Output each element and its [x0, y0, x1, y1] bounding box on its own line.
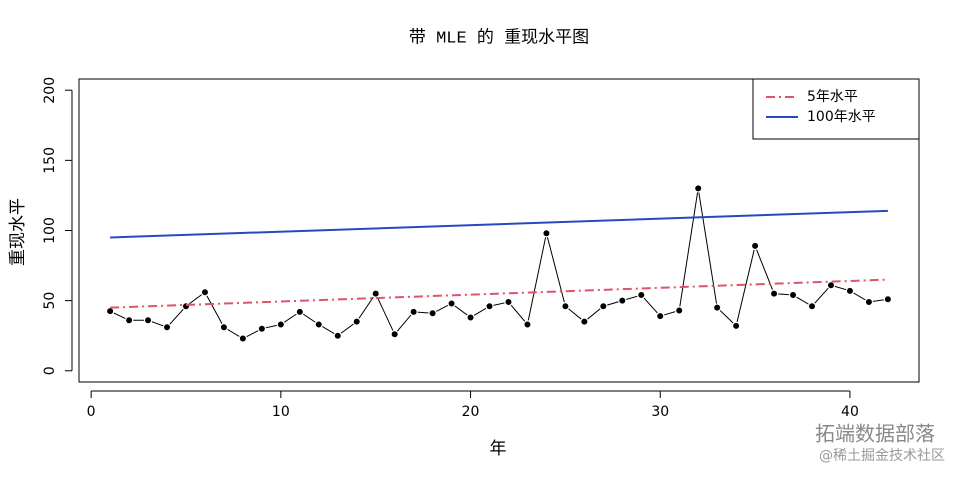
data-point [599, 302, 608, 311]
watermark: @稀土掘金技术社区 [819, 448, 945, 464]
y-tick-label: 200 [42, 77, 58, 104]
data-point [864, 297, 874, 307]
data-point [561, 302, 570, 311]
data-point [466, 313, 475, 322]
x-tick-label: 10 [272, 404, 290, 420]
data-point [637, 290, 646, 300]
data-point [788, 290, 798, 300]
data-point [352, 317, 361, 326]
data-point [428, 309, 437, 318]
data-point [731, 321, 741, 331]
y-tick-label: 50 [42, 292, 58, 310]
y-tick-label: 150 [42, 147, 58, 174]
data-point [105, 306, 115, 316]
data-point [181, 302, 191, 311]
data-point [504, 297, 513, 307]
legend-label: 5年水平 [807, 89, 858, 105]
plot-frame [78, 78, 920, 383]
legend-label: 100年水平 [807, 109, 876, 125]
data-point [390, 330, 399, 339]
data-point [314, 320, 323, 329]
data-point [124, 316, 134, 325]
data-point [675, 306, 684, 315]
data-point [883, 295, 893, 304]
watermark: 拓端数据部落 [815, 422, 935, 446]
data-point [200, 288, 210, 297]
data-point [845, 286, 855, 296]
data-point [409, 307, 418, 317]
data-point [143, 316, 153, 325]
x-axis-label: 年 [490, 439, 507, 459]
data-point [295, 307, 305, 317]
data-point [371, 289, 380, 298]
series-line [110, 278, 888, 309]
data-point [542, 229, 551, 238]
x-tick-label: 40 [841, 404, 859, 420]
data-point [257, 324, 267, 333]
data-point [750, 241, 760, 251]
data-point [618, 296, 627, 305]
y-tick-label: 0 [42, 366, 58, 375]
chart-title: 带 MLE 的 重现水平图 [409, 27, 589, 48]
x-tick-label: 30 [651, 404, 669, 420]
data-point [219, 323, 229, 332]
y-tick-label: 100 [42, 217, 58, 244]
legend-box [752, 78, 920, 140]
data-point [485, 302, 494, 311]
data-point [523, 320, 532, 329]
data-point [447, 299, 456, 308]
data-point [769, 289, 779, 298]
data-point [712, 303, 722, 312]
data-point [693, 184, 703, 193]
data-point [580, 317, 589, 326]
data-point [656, 311, 665, 321]
y-axis-label: 重现水平 [8, 198, 28, 266]
data-point [238, 334, 248, 343]
x-tick-label: 0 [87, 404, 96, 420]
data-point [276, 320, 286, 329]
series-line [110, 209, 888, 239]
data-point [807, 302, 817, 311]
data-point [162, 323, 172, 332]
data-point [826, 281, 836, 290]
x-tick-label: 20 [462, 404, 480, 420]
data-point [333, 331, 342, 340]
